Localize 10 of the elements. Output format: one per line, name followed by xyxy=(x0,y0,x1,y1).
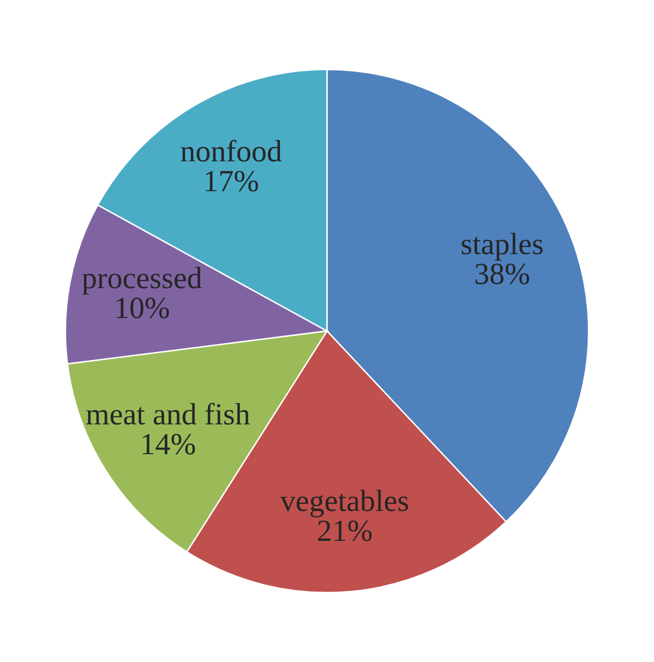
data-label: 38% xyxy=(476,264,530,284)
slice-label: staples xyxy=(462,232,543,261)
slice-label: nonfood xyxy=(180,140,282,162)
data-label: 21% xyxy=(318,520,372,542)
data-label: 10% xyxy=(116,298,169,318)
data-label: 14% xyxy=(142,434,195,455)
slice-label: vegetables xyxy=(280,490,408,518)
slice-label: meat and fish xyxy=(86,402,250,425)
slice-label: processed xyxy=(82,266,202,295)
data-label: 17% xyxy=(206,170,258,192)
